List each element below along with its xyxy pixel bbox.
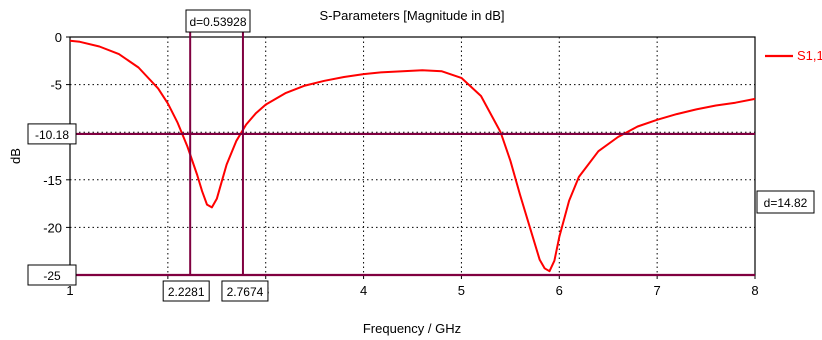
- v-marker-label: 2.7674: [227, 285, 264, 299]
- dy-label: d=14.82: [764, 196, 808, 210]
- h-marker-box: [27, 123, 77, 145]
- x-tick-label: 8: [751, 283, 758, 298]
- h-marker-label: -25: [43, 269, 61, 283]
- marker-layer: -10.18 -25 2.2281 2.7674: [27, 32, 755, 302]
- x-tick-label: 1: [66, 283, 73, 298]
- v-marker-label: 2.2281: [168, 285, 205, 299]
- x-tick-label: 6: [556, 283, 563, 298]
- y-axis-label: dB: [8, 148, 23, 164]
- h-marker-box: [27, 264, 77, 286]
- h-marker-label: -10.18: [35, 128, 69, 142]
- y-tick-label: 0: [55, 30, 62, 45]
- y-tick-label: -15: [43, 173, 62, 188]
- chart-title: S-Parameters [Magnitude in dB]: [320, 8, 505, 23]
- dx-label-box: [185, 9, 251, 33]
- dy-annotation: d=14.82: [756, 190, 815, 214]
- v-marker-box: [162, 280, 210, 302]
- x-tick-label: 5: [458, 283, 465, 298]
- y-tick-label: -20: [43, 220, 62, 235]
- x-tick-label: 4: [360, 283, 367, 298]
- x-axis-label: Frequency / GHz: [363, 321, 461, 336]
- dx-label: d=0.53928: [189, 15, 246, 29]
- dy-label-box: [756, 190, 815, 214]
- x-tick-label: 7: [654, 283, 661, 298]
- y-tick-label: -5: [50, 78, 62, 93]
- dx-annotation: d=0.53928: [185, 9, 251, 33]
- legend-label-s11: S1,1: [797, 48, 822, 63]
- grid: [70, 37, 755, 275]
- legend: S1,1: [765, 48, 822, 63]
- v-marker-box: [221, 280, 269, 302]
